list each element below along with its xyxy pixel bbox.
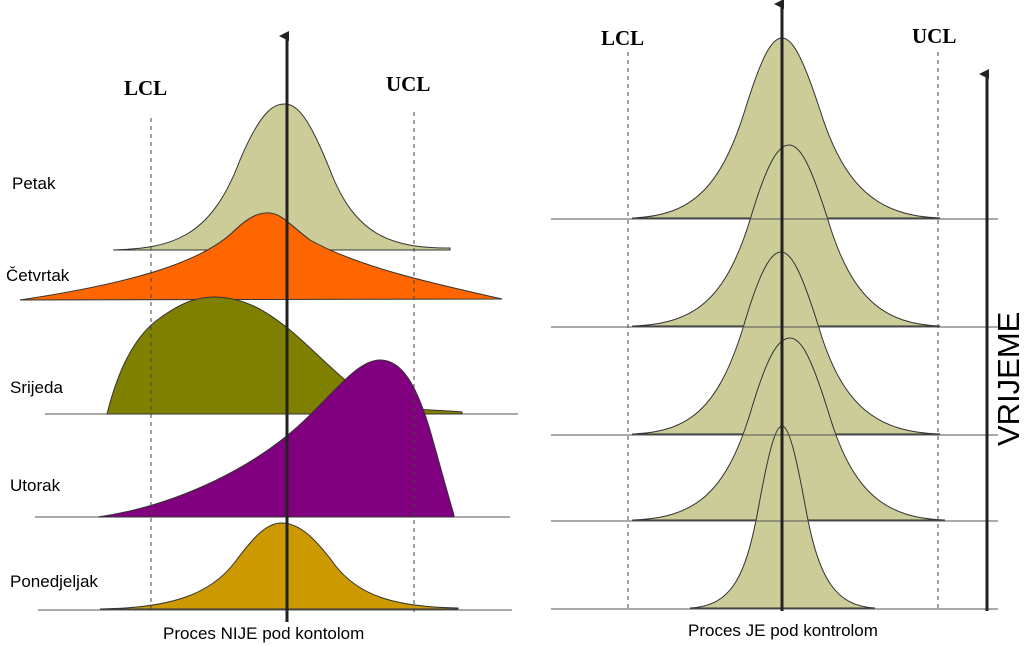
left-panel: LCL UCL Petak Četvrtak Srijeda Utorak Po…: [6, 31, 518, 643]
lcl-label-right: LCL: [601, 26, 644, 50]
curve-petak: [112, 103, 451, 251]
day-label-srijeda: Srijeda: [10, 378, 63, 397]
day-label-petak: Petak: [12, 174, 56, 193]
day-label-utorak: Utorak: [10, 476, 61, 495]
curve-stable-4: [631, 337, 946, 521]
day-label-ponedjeljak: Ponedjeljak: [10, 572, 98, 591]
curve-stable-2: [631, 144, 941, 327]
curve-ponedjeljak: [99, 522, 459, 610]
ucl-label-left: UCL: [386, 72, 430, 96]
right-panel: LCL UCL VRIJEME Proces JE pod kontrolom: [551, 0, 1024, 640]
curve-utorak: [97, 359, 455, 518]
curve-cetvrtak: [19, 212, 503, 301]
time-label: VRIJEME: [991, 312, 1024, 446]
lcl-label-left: LCL: [124, 76, 167, 100]
ucl-label-right: UCL: [912, 24, 956, 48]
day-label-cetvrtak: Četvrtak: [6, 266, 70, 285]
caption-right: Proces JE pod kontrolom: [688, 621, 878, 640]
caption-left: Proces NIJE pod kontolom: [163, 624, 364, 643]
